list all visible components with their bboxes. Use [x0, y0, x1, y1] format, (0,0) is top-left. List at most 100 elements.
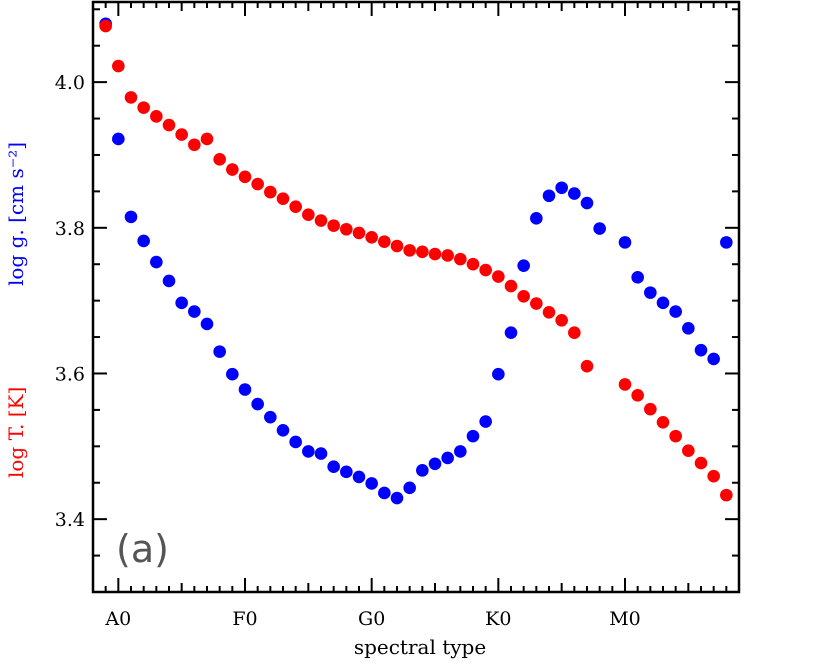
y-tick-label: 3.8 [55, 218, 85, 240]
data-points [99, 17, 733, 505]
data-point-teff [504, 279, 518, 293]
x-tick-label: A0 [104, 608, 131, 630]
data-point-logg [162, 274, 176, 288]
data-point-teff [213, 153, 226, 166]
y-tick-label: 4.0 [55, 72, 85, 94]
data-point-logg [175, 296, 188, 310]
data-point-teff [276, 192, 290, 205]
data-point-logg [454, 445, 467, 458]
data-point-logg [314, 447, 328, 460]
data-point-logg [492, 367, 505, 381]
data-point-teff [226, 163, 239, 176]
data-point-teff [454, 252, 467, 266]
data-point-teff [580, 359, 594, 373]
data-point-logg [618, 236, 632, 249]
data-point-teff [175, 128, 188, 141]
data-point-logg [289, 435, 302, 449]
plot-frame [91, 0, 741, 594]
data-point-teff [428, 247, 442, 261]
data-point-teff [327, 219, 340, 232]
data-point-teff [340, 222, 353, 236]
data-point-logg [707, 352, 720, 366]
data-point-teff [618, 378, 632, 391]
data-point-teff [200, 132, 214, 146]
y-tick-label: 3.6 [55, 363, 85, 385]
y-axis-title-teff: log T. [K] [4, 387, 28, 478]
data-point-logg [150, 255, 163, 269]
data-point-teff [112, 59, 125, 73]
axis-ticks [93, 2, 739, 592]
data-point-teff [555, 314, 568, 327]
data-point-teff [264, 185, 277, 199]
x-tick-label: F0 [232, 608, 257, 630]
data-point-logg [264, 410, 277, 424]
data-point-logg [555, 181, 568, 195]
x-tick-label: K0 [485, 608, 511, 630]
data-point-logg [656, 296, 670, 310]
data-point-logg [340, 465, 353, 479]
data-point-teff [694, 456, 708, 470]
data-point-teff [542, 305, 556, 319]
x-axis-title: spectral type [354, 635, 486, 659]
data-point-teff [188, 138, 201, 152]
data-point-teff [352, 226, 366, 240]
data-point-logg [403, 481, 416, 495]
data-point-teff [631, 389, 644, 402]
data-point-logg [568, 187, 581, 200]
data-point-teff [378, 235, 391, 248]
data-point-logg [517, 259, 530, 272]
data-point-logg [542, 189, 556, 203]
data-point-teff [707, 469, 720, 483]
data-point-logg [428, 457, 442, 471]
data-point-teff [669, 429, 682, 443]
data-point-teff [390, 239, 404, 253]
x-tick-label: M0 [609, 608, 641, 630]
data-point-logg [631, 271, 644, 284]
data-point-logg [530, 212, 543, 225]
data-point-teff [682, 444, 695, 457]
data-point-logg [112, 132, 125, 146]
data-point-logg [390, 491, 404, 505]
tick-labels: 3.4 3.6 3.8 4.0 A0 F0 G0 K0 M0 [55, 72, 641, 630]
x-tick-label: G0 [358, 608, 385, 630]
data-point-teff [137, 101, 150, 114]
data-point-logg [276, 423, 290, 437]
data-point-teff [568, 326, 581, 339]
data-point-logg [720, 236, 733, 249]
data-point-logg [378, 486, 391, 500]
data-point-logg [441, 451, 454, 465]
data-point-logg [226, 367, 239, 381]
data-point-logg [124, 210, 138, 224]
data-point-logg [365, 477, 378, 490]
data-point-logg [694, 343, 708, 357]
data-point-logg [137, 234, 150, 248]
data-point-logg [238, 383, 252, 396]
data-point-logg [466, 429, 480, 443]
data-point-teff [517, 289, 530, 303]
data-point-logg [251, 397, 264, 411]
y-axis-title-logg: log g. [cm s⁻²] [4, 142, 28, 286]
data-point-logg [580, 196, 594, 210]
data-point-teff [403, 244, 416, 257]
data-point-logg [188, 305, 201, 318]
data-point-teff [720, 488, 733, 502]
data-point-teff [99, 19, 112, 33]
data-point-logg [200, 317, 214, 331]
data-point-teff [314, 214, 328, 227]
data-point-logg [302, 445, 315, 458]
data-point-teff [238, 170, 252, 184]
data-point-logg [669, 305, 682, 318]
data-point-teff [644, 402, 657, 416]
data-point-teff [124, 91, 138, 104]
data-point-teff [656, 415, 670, 429]
data-point-logg [593, 222, 606, 235]
data-point-teff [416, 245, 429, 259]
data-point-logg [682, 322, 695, 335]
data-point-logg [416, 464, 429, 477]
data-point-logg [504, 326, 518, 339]
data-point-logg [479, 415, 492, 428]
data-point-teff [150, 110, 163, 123]
data-point-teff [289, 200, 302, 213]
data-point-logg [352, 470, 366, 484]
